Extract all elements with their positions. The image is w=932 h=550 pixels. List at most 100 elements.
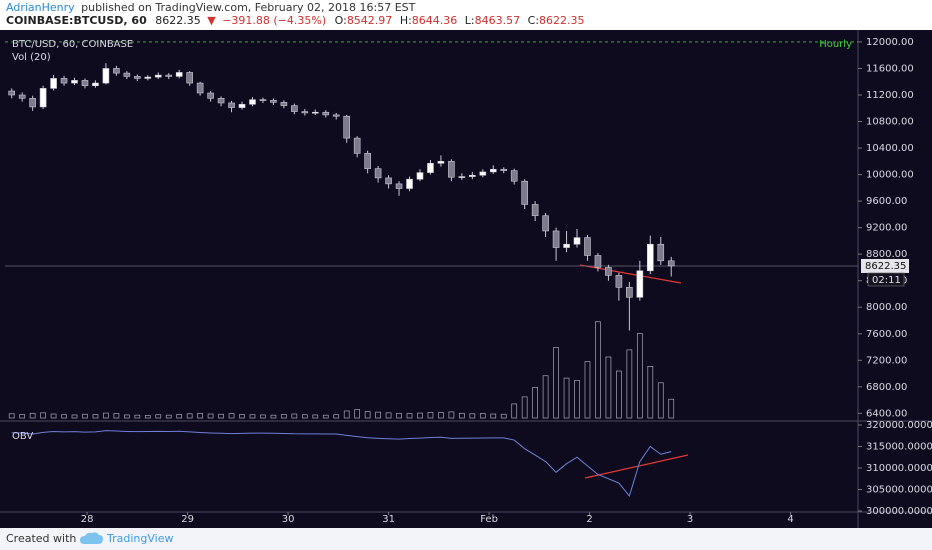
- candle-body: [406, 178, 413, 189]
- volume-bar: [636, 333, 643, 419]
- volume-bar: [595, 321, 601, 419]
- countdown-box: [867, 272, 905, 287]
- candle-body: [249, 99, 256, 105]
- volume-bar: [542, 375, 549, 419]
- ohlc-label: O:: [335, 14, 347, 27]
- candle-body: [102, 68, 110, 84]
- volume-bar: [511, 403, 518, 419]
- published: published on TradingView.com, February 0…: [81, 1, 415, 14]
- y-tick-label: 8800.00: [866, 249, 907, 260]
- volume-bar: [291, 413, 298, 419]
- volume-bar: [260, 414, 266, 419]
- y-tick-label: 310000.0000: [866, 463, 932, 474]
- candle-body: [353, 137, 361, 154]
- ohlc-value: 8644.36: [412, 14, 458, 27]
- y-tick-label: 6400.00: [866, 408, 907, 419]
- x-tick-label: 29: [181, 514, 194, 525]
- volume-bar: [584, 361, 591, 419]
- candle-body: [186, 72, 193, 84]
- volume-bar: [228, 413, 235, 419]
- volume-bar: [364, 411, 371, 419]
- candle-body: [584, 237, 591, 256]
- change-arrow: ▼: [207, 14, 216, 27]
- volume-bar: [207, 413, 214, 419]
- volume-bar: [322, 414, 329, 419]
- volume-bar: [301, 414, 308, 419]
- volume-bar: [490, 413, 497, 419]
- candle-body: [626, 287, 633, 298]
- volume-bar: [270, 414, 277, 419]
- footer-brand[interactable]: TradingView: [106, 532, 173, 545]
- volume-bar: [71, 414, 78, 419]
- volume-bar: [186, 413, 193, 419]
- volume-bar: [312, 414, 319, 419]
- candle-body: [521, 180, 528, 205]
- volume-bar: [563, 377, 570, 419]
- last-price-label: 8622.35: [865, 261, 906, 272]
- candle-body: [39, 88, 47, 108]
- volume-bar: [574, 380, 580, 419]
- candle-body: [291, 105, 298, 112]
- x-tick-label: 28: [81, 514, 94, 525]
- candle-body: [395, 183, 403, 189]
- x-tick-label: 3: [687, 514, 693, 525]
- volume-bar: [343, 410, 350, 419]
- volume-bar: [144, 415, 151, 419]
- symbol: COINBASE:BTCUSD, 60: [6, 14, 147, 27]
- volume-bar: [82, 413, 88, 419]
- hourly-label: Hourly: [819, 39, 852, 50]
- x-tick-label: 4: [787, 514, 793, 525]
- y-tick-label: 7600.00: [866, 329, 907, 340]
- volume-bar: [92, 414, 99, 419]
- volume-bar: [406, 413, 413, 419]
- pane-title: Vol (20): [12, 52, 51, 63]
- y-tick-label: 8000.00: [866, 302, 907, 313]
- candle-body: [615, 275, 623, 288]
- candle-body: [92, 82, 99, 87]
- volume-bar: [29, 412, 36, 419]
- author[interactable]: AdrianHenry: [6, 1, 75, 14]
- volume-bar: [239, 414, 245, 419]
- volume-bar: [134, 414, 141, 419]
- change: −391.88 (−4.35%): [222, 14, 326, 27]
- candle-body: [458, 176, 466, 178]
- y-tick-label: 11200.00: [866, 90, 914, 101]
- candle-body: [217, 98, 225, 104]
- volume-bar: [448, 411, 455, 419]
- brand-logo[interactable]: [80, 532, 103, 544]
- candle-body: [144, 76, 152, 79]
- candle-body: [469, 174, 476, 177]
- x-tick-label: 2: [586, 514, 592, 525]
- volume-bar: [249, 414, 256, 419]
- volume-bar: [176, 414, 183, 419]
- volume-bar: [532, 387, 538, 419]
- candle-body: [175, 72, 183, 77]
- volume-bar: [113, 413, 120, 419]
- volume-bar: [657, 382, 664, 419]
- candle-body: [479, 171, 487, 176]
- volume-bar: [8, 413, 15, 419]
- volume-bar: [469, 413, 476, 419]
- candle-body: [165, 74, 173, 77]
- volume-bar: [500, 413, 507, 419]
- ohlc-value: 8542.97: [347, 14, 393, 27]
- candle-body: [332, 114, 340, 117]
- candle-body: [18, 94, 26, 99]
- y-tick-label: 6800.00: [866, 382, 907, 393]
- candle-body: [594, 255, 602, 268]
- candle-body: [8, 90, 16, 96]
- candle-body: [196, 82, 204, 94]
- trend-line: [579, 264, 682, 284]
- candle-body: [60, 78, 68, 84]
- x-tick-label: Feb: [480, 514, 498, 525]
- candle-body: [29, 98, 36, 108]
- y-tick-label: 7200.00: [866, 355, 907, 366]
- pane-title: OBV: [12, 431, 33, 442]
- y-tick-label: 305000.0000: [866, 485, 932, 496]
- candle-body: [573, 237, 581, 245]
- ohlc-label: L:: [465, 14, 475, 27]
- volume-bar: [103, 412, 109, 419]
- footer-background: [0, 528, 932, 550]
- y-tick-label: 9200.00: [866, 223, 907, 234]
